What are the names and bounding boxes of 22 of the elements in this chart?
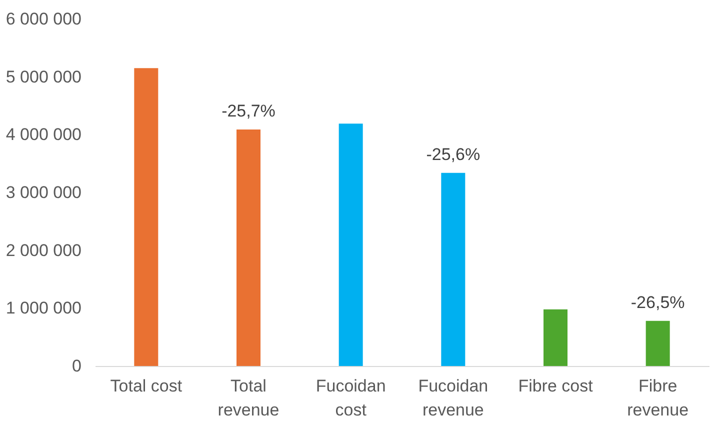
bar: [236, 129, 260, 366]
x-tick-label: Total revenue: [218, 376, 280, 420]
y-tick-label: 1 000 000: [6, 298, 82, 318]
bar: [441, 172, 466, 366]
y-tick-label: 6 000 000: [6, 10, 82, 28]
bar: [134, 68, 158, 366]
y-tick-label: 4 000 000: [6, 125, 82, 144]
annotation: -25,7%: [222, 101, 276, 120]
x-tick-label: Fibre cost: [518, 376, 594, 396]
y-tick-label: 3 000 000: [6, 183, 82, 202]
x-tick-label: Fucoidan cost: [316, 376, 386, 420]
bar: [544, 309, 568, 366]
annotation: -25,6%: [426, 144, 480, 164]
bar: [646, 320, 670, 366]
bar: [338, 124, 363, 366]
y-tick-label: 0: [72, 356, 82, 376]
y-tick-label: 2 000 000: [6, 240, 82, 260]
x-tick-label: Total cost: [110, 376, 182, 396]
x-tick-label: Fucoidan revenue: [418, 376, 488, 420]
x-tick-label: Fibre revenue: [627, 376, 689, 420]
annotation: -26,5%: [630, 292, 685, 312]
y-tick-label: 5 000 000: [6, 67, 82, 86]
